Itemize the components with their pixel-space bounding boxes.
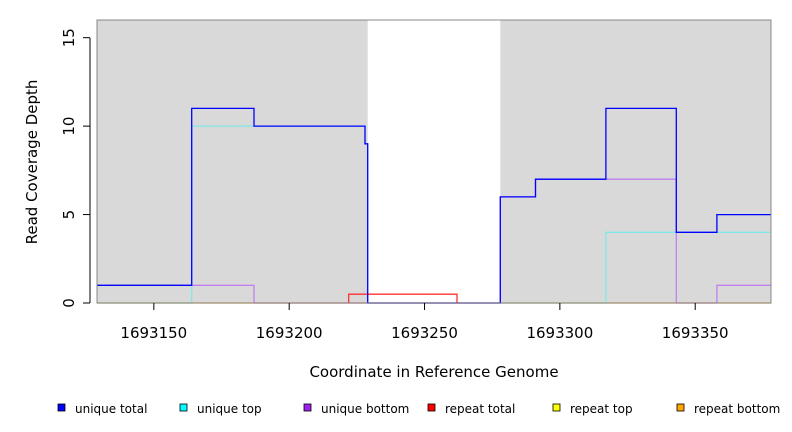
y-tick-label: 10 [60, 117, 78, 136]
legend-swatch [552, 403, 561, 412]
y-tick-label: 15 [60, 28, 78, 47]
legend-item-unique-top: unique top [179, 402, 262, 416]
shaded-region-1 [97, 20, 368, 303]
x-tick-label: 1693350 [662, 324, 729, 342]
legend-label: repeat top [570, 402, 633, 416]
x-axis: 1693150 1693200 1693250 1693300 1693350 [120, 303, 729, 342]
legend-item-repeat-top: repeat top [552, 402, 633, 416]
plot-frame [96, 19, 772, 304]
legend-item-repeat-total: repeat total [427, 402, 515, 416]
x-tick-label: 1693250 [391, 324, 458, 342]
series-unique-total [97, 107, 771, 304]
legend: unique total unique top unique bottom repea… [57, 402, 780, 416]
legend-swatch [303, 403, 312, 412]
legend-swatch [179, 403, 188, 412]
legend-item-unique-total: unique total [57, 402, 147, 416]
y-axis: 0 5 10 15 [60, 28, 91, 308]
y-axis-title: Read Coverage Depth [23, 80, 41, 245]
legend-label: unique total [75, 402, 147, 416]
x-tick-label: 1693200 [256, 324, 323, 342]
x-tick-label: 1693300 [526, 324, 593, 342]
legend-item-unique-bottom: unique bottom [303, 402, 409, 416]
series-repeat-total [348, 293, 458, 303]
legend-swatch [57, 403, 66, 412]
legend-label: repeat bottom [694, 402, 780, 416]
legend-label: unique bottom [321, 402, 409, 416]
legend-label: unique top [197, 402, 262, 416]
legend-swatch [676, 403, 685, 412]
legend-label: repeat total [445, 402, 515, 416]
x-axis-title: Coordinate in Reference Genome [309, 363, 558, 381]
y-tick-label: 5 [60, 210, 78, 220]
legend-item-repeat-bottom: repeat bottom [676, 402, 780, 416]
shaded-region-2 [500, 20, 771, 303]
shaded-regions [97, 20, 771, 303]
legend-swatch [427, 403, 436, 412]
x-tick-label: 1693150 [120, 324, 187, 342]
y-tick-label: 0 [60, 298, 78, 308]
